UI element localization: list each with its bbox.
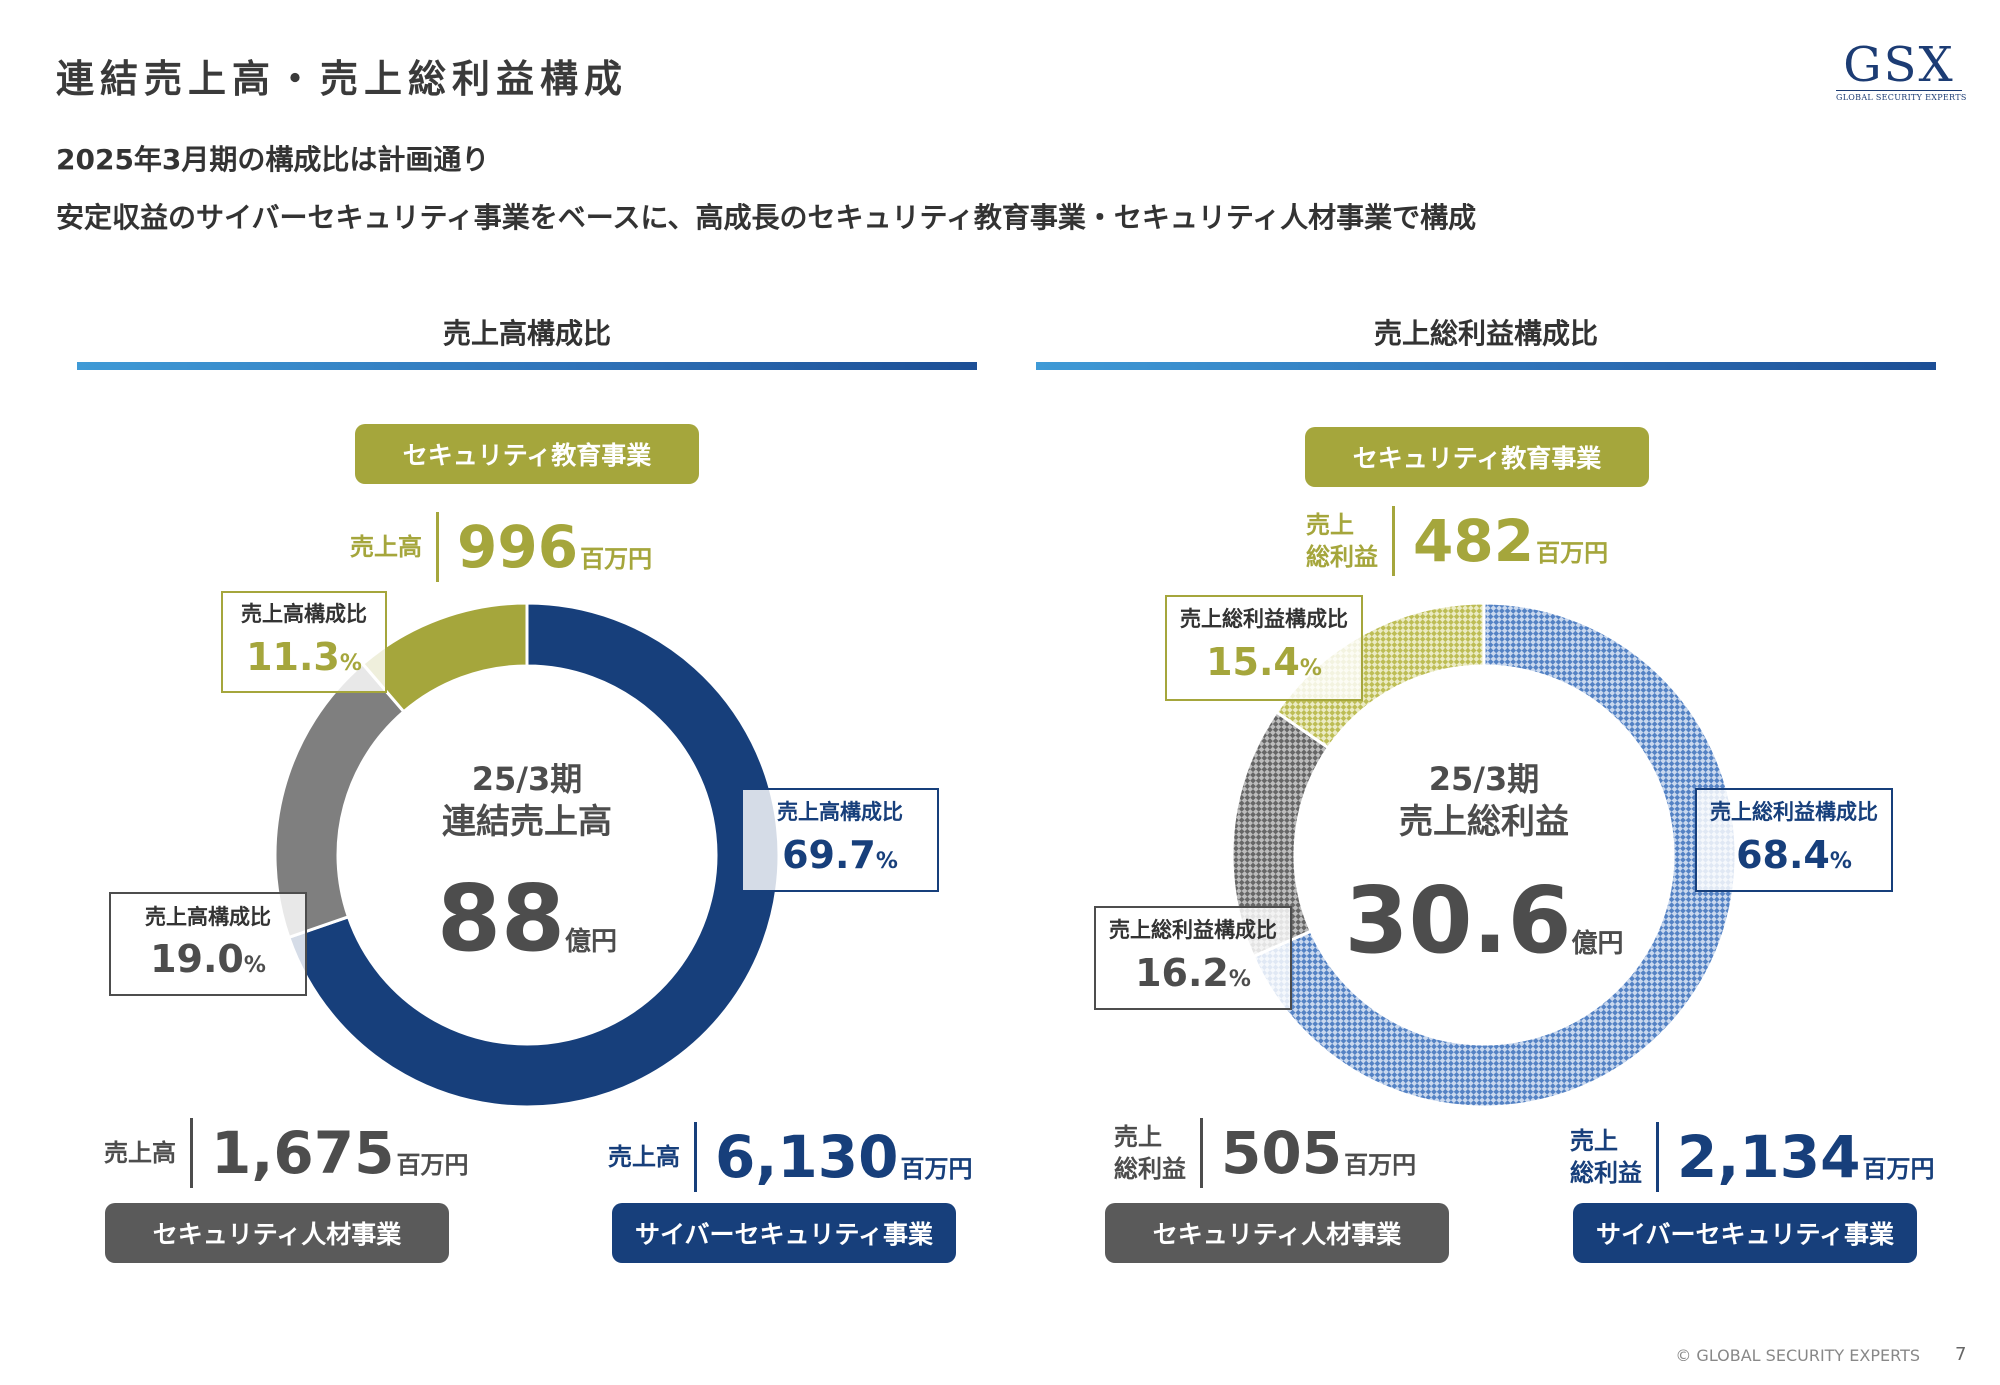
- svg-text:16.2%: 16.2%: [1135, 951, 1251, 995]
- profit-callout-education: 売上総利益構成比 15.4%: [1165, 595, 1363, 701]
- sales-callout-hr-value: 19.0: [150, 937, 244, 981]
- sales-pill-cyber: サイバーセキュリティ事業: [612, 1203, 956, 1263]
- sales-center-unit: 億円: [565, 927, 617, 957]
- svg-text:68.4%: 68.4%: [1736, 833, 1852, 877]
- svg-text:15.4%: 15.4%: [1206, 640, 1322, 684]
- separator: [694, 1122, 697, 1192]
- profit-center-label: 売上総利益: [1399, 802, 1569, 842]
- separator: [1200, 1118, 1203, 1188]
- sales-section-rule: [77, 362, 977, 370]
- copyright: © GLOBAL SECURITY EXPERTS: [1675, 1346, 1920, 1365]
- svg-text:69.7%: 69.7%: [782, 833, 898, 877]
- sales-callout-cyber-value: 69.7: [782, 833, 876, 877]
- sales-amount-hr-value: 1,675: [211, 1119, 395, 1187]
- profit-callout-cyber-label: 売上総利益構成比: [1710, 800, 1878, 824]
- page-number: 7: [1955, 1344, 1967, 1365]
- profit-amount-education: 売上総利益 482 百万円: [1306, 506, 1608, 576]
- profit-amount-education-label-2: 総利益: [1306, 543, 1378, 571]
- profit-amount-cyber-unit: 百万円: [1862, 1155, 1935, 1183]
- sales-amount-hr: 売上高 1,675 百万円: [104, 1118, 468, 1188]
- profit-pill-hr: セキュリティ人材事業: [1105, 1203, 1449, 1263]
- sales-amount-cyber-label: 売上高: [608, 1143, 680, 1171]
- page-title: 連結売上高・売上総利益構成: [56, 57, 629, 101]
- sales-amount-education-label: 売上高: [350, 533, 422, 561]
- profit-amount-hr-label: 売上 総利益: [1114, 1121, 1186, 1185]
- sales-callout-cyber-label: 売上高構成比: [777, 800, 903, 824]
- svg-text:11.3%: 11.3%: [246, 635, 362, 679]
- sales-amount-hr-label: 売上高: [104, 1139, 176, 1167]
- subtitle-line-2: 安定収益のサイバーセキュリティ事業をベースに、高成長のセキュリティ教育事業・セキ…: [56, 201, 1477, 234]
- sales-callout-education: 売上高構成比 11.3%: [221, 591, 387, 693]
- profit-callout-education-label: 売上総利益構成比: [1180, 607, 1348, 631]
- sales-callout-cyber: 売上高構成比 69.7%: [741, 788, 939, 892]
- profit-callout-hr-value: 16.2: [1135, 951, 1229, 995]
- profit-section-rule: [1036, 362, 1936, 370]
- sales-amount-cyber-unit: 百万円: [900, 1155, 973, 1183]
- separator: [436, 512, 439, 582]
- sales-amount-education-value: 996: [457, 513, 579, 581]
- profit-amount-cyber: 売上総利益 2,134 百万円: [1570, 1122, 1934, 1192]
- separator: [1392, 506, 1395, 576]
- logo-tagline: GLOBAL SECURITY EXPERTS: [1836, 90, 1966, 102]
- sales-pill-education: セキュリティ教育事業: [355, 424, 699, 484]
- sales-callout-education-label: 売上高構成比: [241, 602, 367, 626]
- profit-amount-education-value: 482: [1413, 507, 1535, 575]
- profit-amount-cyber-value: 2,134: [1677, 1123, 1861, 1191]
- subtitle-line-1: 2025年3月期の構成比は計画通り: [56, 143, 490, 176]
- sales-center-label: 連結売上高: [442, 802, 612, 842]
- profit-callout-hr: 売上総利益構成比 16.2%: [1094, 906, 1292, 1010]
- logo-text: GSX: [1843, 37, 1955, 93]
- profit-amount-cyber-label: 売上 総利益: [1570, 1125, 1642, 1189]
- profit-callout-hr-label: 売上総利益構成比: [1109, 918, 1277, 942]
- profit-amount-cyber-label-2: 総利益: [1570, 1159, 1642, 1187]
- sales-section-title: 売上高構成比: [442, 317, 611, 350]
- profit-pill-cyber: サイバーセキュリティ事業: [1573, 1203, 1917, 1263]
- profit-amount-hr-value: 505: [1221, 1119, 1343, 1187]
- profit-amount-hr-label-2: 総利益: [1114, 1155, 1186, 1183]
- sales-center-period: 25/3期: [472, 760, 583, 798]
- profit-amount-hr-label-1: 売上: [1114, 1123, 1162, 1151]
- profit-callout-cyber-value: 68.4: [1736, 833, 1830, 877]
- svg-text:19.0%: 19.0%: [150, 937, 266, 981]
- profit-amount-cyber-label-1: 売上: [1570, 1127, 1618, 1155]
- sales-amount-cyber: 売上高 6,130 百万円: [608, 1122, 972, 1192]
- sales-pill-hr: セキュリティ人材事業: [105, 1203, 449, 1263]
- profit-amount-hr: 売上総利益 505 百万円: [1114, 1118, 1416, 1188]
- separator: [1656, 1122, 1659, 1192]
- profit-section-title: 売上総利益構成比: [1373, 317, 1598, 350]
- sales-amount-education: 売上高 996 百万円: [350, 512, 652, 582]
- profit-callout-cyber: 売上総利益構成比 68.4%: [1695, 788, 1893, 892]
- profit-callout-education-value: 15.4: [1206, 640, 1300, 684]
- sales-slice-education: [360, 601, 529, 714]
- sales-callout-hr-label: 売上高構成比: [145, 905, 271, 929]
- sales-callout-education-value: 11.3: [246, 635, 340, 679]
- profit-amount-hr-unit: 百万円: [1344, 1151, 1417, 1179]
- separator: [190, 1118, 193, 1188]
- sales-center-value: 88: [437, 865, 565, 972]
- sales-center-total: 88億円: [437, 865, 617, 972]
- profit-center-total: 30.6億円: [1344, 867, 1623, 974]
- sales-amount-education-unit: 百万円: [580, 545, 653, 573]
- profit-center-value: 30.6: [1344, 867, 1571, 974]
- profit-amount-education-unit: 百万円: [1536, 539, 1609, 567]
- profit-amount-education-label-1: 売上: [1306, 511, 1354, 539]
- sales-amount-hr-unit: 百万円: [396, 1151, 469, 1179]
- sales-callout-hr: 売上高構成比 19.0%: [109, 892, 307, 996]
- profit-pill-education: セキュリティ教育事業: [1305, 427, 1649, 487]
- profit-amount-education-label: 売上 総利益: [1306, 509, 1378, 573]
- gsx-logo: GSX GLOBAL SECURITY EXPERTS: [1836, 37, 1966, 102]
- profit-center-period: 25/3期: [1429, 760, 1540, 798]
- profit-center-unit: 億円: [1571, 929, 1623, 959]
- sales-amount-cyber-value: 6,130: [715, 1123, 899, 1191]
